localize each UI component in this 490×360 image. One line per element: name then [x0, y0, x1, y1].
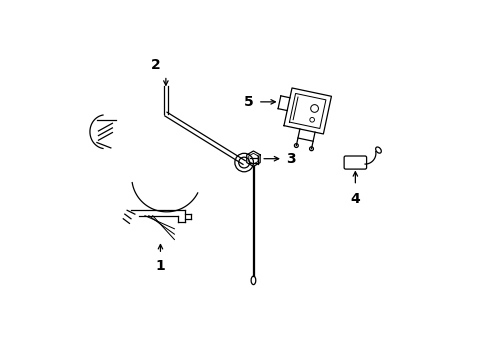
Text: 3: 3	[286, 152, 295, 166]
Text: 2: 2	[151, 58, 161, 72]
Text: 5: 5	[244, 95, 253, 109]
Text: 4: 4	[350, 192, 360, 206]
Text: 1: 1	[156, 259, 165, 273]
